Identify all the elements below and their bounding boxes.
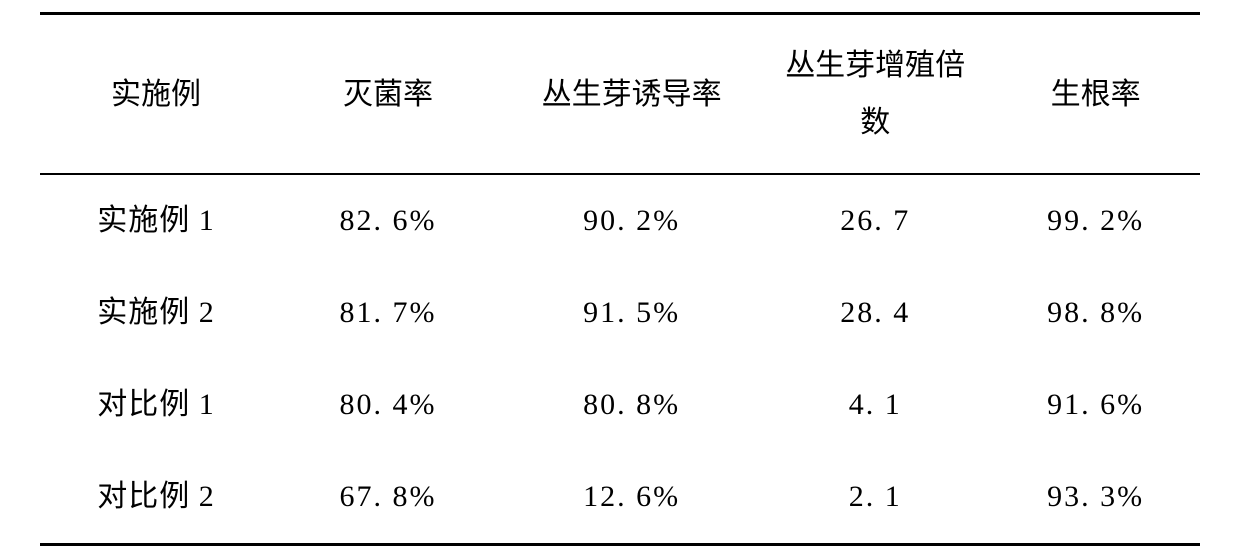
row-label: 对比例 2 — [40, 451, 272, 545]
row-label: 实施例 1 — [40, 174, 272, 267]
cell-multiplication: 2. 1 — [759, 451, 991, 545]
col-header-example: 实施例 — [40, 14, 272, 175]
table-row: 实施例 1 82. 6% 90. 2% 26. 7 99. 2% — [40, 174, 1200, 267]
cell-induction: 91. 5% — [504, 267, 759, 359]
cell-multiplication: 28. 4 — [759, 267, 991, 359]
col-header-bud-multiplication-line2: 数 — [860, 106, 890, 139]
col-header-sterilization-rate: 灭菌率 — [272, 14, 504, 175]
cell-sterilization: 82. 6% — [272, 174, 504, 267]
col-header-rooting-rate: 生根率 — [991, 14, 1200, 175]
data-table: 实施例 灭菌率 丛生芽诱导率 丛生芽增殖倍 数 生根率 实施例 1 82. 6%… — [40, 12, 1200, 546]
col-header-bud-multiplication-line1: 丛生芽增殖倍 — [785, 49, 965, 82]
cell-sterilization: 80. 4% — [272, 359, 504, 451]
cell-induction: 80. 8% — [504, 359, 759, 451]
cell-sterilization: 67. 8% — [272, 451, 504, 545]
row-label: 实施例 2 — [40, 267, 272, 359]
cell-multiplication: 26. 7 — [759, 174, 991, 267]
col-header-bud-multiplication: 丛生芽增殖倍 数 — [759, 14, 991, 175]
cell-rooting: 93. 3% — [991, 451, 1200, 545]
row-label: 对比例 1 — [40, 359, 272, 451]
col-header-bud-induction-rate: 丛生芽诱导率 — [504, 14, 759, 175]
cell-rooting: 91. 6% — [991, 359, 1200, 451]
cell-rooting: 98. 8% — [991, 267, 1200, 359]
table-row: 实施例 2 81. 7% 91. 5% 28. 4 98. 8% — [40, 267, 1200, 359]
header-row: 实施例 灭菌率 丛生芽诱导率 丛生芽增殖倍 数 生根率 — [40, 14, 1200, 175]
cell-sterilization: 81. 7% — [272, 267, 504, 359]
cell-rooting: 99. 2% — [991, 174, 1200, 267]
cell-induction: 90. 2% — [504, 174, 759, 267]
cell-induction: 12. 6% — [504, 451, 759, 545]
table-row: 对比例 1 80. 4% 80. 8% 4. 1 91. 6% — [40, 359, 1200, 451]
table-row: 对比例 2 67. 8% 12. 6% 2. 1 93. 3% — [40, 451, 1200, 545]
page: 实施例 灭菌率 丛生芽诱导率 丛生芽增殖倍 数 生根率 实施例 1 82. 6%… — [0, 0, 1240, 560]
cell-multiplication: 4. 1 — [759, 359, 991, 451]
